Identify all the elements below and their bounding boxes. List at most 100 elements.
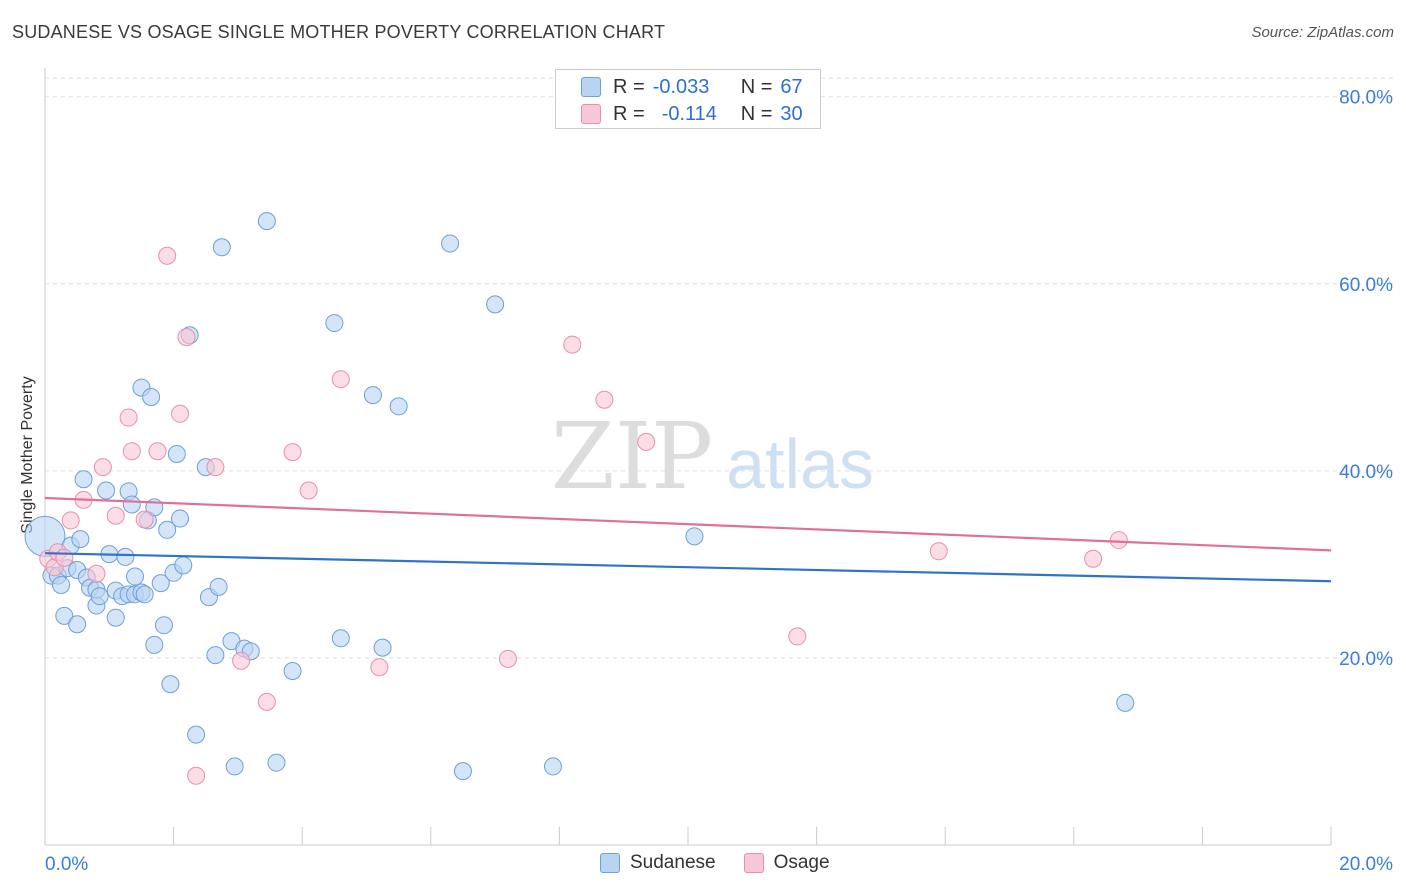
data-point [119,408,138,427]
data-point [331,629,350,648]
data-point [171,404,190,423]
watermark: ZIP atlas [551,403,874,510]
data-point [74,470,93,489]
data-point [788,627,807,646]
legend-item-osage[interactable]: Osage [743,852,830,874]
chart-title: SUDANESE VS OSAGE SINGLE MOTHER POVERTY … [12,22,666,42]
data-point [283,662,302,681]
data-point [498,649,517,668]
data-point [158,246,177,265]
data-point [122,442,141,461]
data-point [1084,549,1103,568]
data-point [389,397,408,416]
data-point [225,757,244,776]
data-point [55,606,74,625]
data-point [106,506,125,525]
legend-row-sudanese: R = -0.033 N = 67 [581,75,803,99]
data-point [171,509,190,528]
data-point [453,762,472,781]
data-point [232,651,251,670]
legend-item-sudanese[interactable]: Sudanese [600,852,716,874]
legend-r-label: R = [613,102,645,125]
data-point [267,753,286,772]
data-point [161,675,180,694]
axes [44,68,1332,846]
legend-r-value: -0.114 [661,102,717,125]
y-tick-label: 40.0% [1339,462,1393,483]
legend-label-sudanese: Sudanese [630,852,716,873]
data-point [299,481,318,500]
data-point [116,547,135,566]
data-point [145,635,164,654]
data-point [929,542,948,561]
data-point [363,386,382,405]
data-point [370,658,389,677]
series-legend: Sudanese Osage [600,852,858,874]
data-point [206,646,225,665]
data-point [52,575,71,594]
data-point [331,370,350,389]
data-point [283,443,302,462]
legend-n-label: N = [740,75,773,98]
data-point [135,585,154,604]
y-tick-label: 80.0% [1339,88,1393,109]
data-point [595,390,614,409]
data-point [106,608,125,627]
data-point [93,458,112,477]
data-point [563,335,582,354]
legend-row-osage: R = -0.114 N = 30 [581,102,803,126]
source-label: Source: ZipAtlas.com [1251,24,1394,41]
data-point [209,577,228,596]
trend-line-osage [44,496,1332,552]
data-point [685,527,704,546]
data-point [55,548,74,567]
data-point [68,615,87,634]
data-point [212,238,231,257]
data-point [87,564,106,583]
data-point [187,766,206,785]
watermark-zip: ZIP [551,403,713,510]
data-point [90,587,109,606]
y-tick-label: 60.0% [1339,275,1393,296]
data-point [1116,693,1135,712]
data-point [126,567,145,586]
data-point [97,481,116,500]
trend-lines [44,496,1332,583]
data-point [142,387,161,406]
data-point [167,445,186,464]
data-point [61,511,80,530]
data-point [177,328,196,347]
data-point [154,616,173,635]
data-point [187,725,206,744]
data-point [135,510,154,529]
data-point [158,520,177,539]
data-point [71,530,90,549]
watermark-atlas: atlas [726,425,874,503]
stats-legend: R = -0.033 N = 67 R = -0.114 N = 30 [555,69,821,129]
data-point [373,638,392,657]
legend-swatch-osage [743,853,764,873]
data-point [151,574,170,593]
legend-n-label: N = [740,102,773,125]
tick-labels: 20.0% 40.0% 60.0% 80.0% 0.0% 20.0% [45,88,1393,875]
legend-label-osage: Osage [773,852,830,873]
legend-r-label: R = [613,75,645,98]
data-point [257,212,276,231]
grid-lines [45,77,1393,659]
legend-r-value: -0.033 [652,75,710,98]
data-point [486,295,505,314]
data-point [441,234,460,253]
legend-swatch-osage [581,104,601,124]
legend-n-value: 67 [780,75,803,98]
data-point [637,432,656,451]
data-point [206,458,225,477]
legend-swatch-sudanese [600,853,620,873]
series-osage [39,246,1128,785]
data-point [1109,531,1128,550]
y-tick-label: 20.0% [1339,649,1393,670]
legend-n-value: 30 [780,102,803,125]
trend-line-sudanese [44,552,1332,583]
data-point [257,692,276,711]
legend-swatch-sudanese [581,77,601,97]
